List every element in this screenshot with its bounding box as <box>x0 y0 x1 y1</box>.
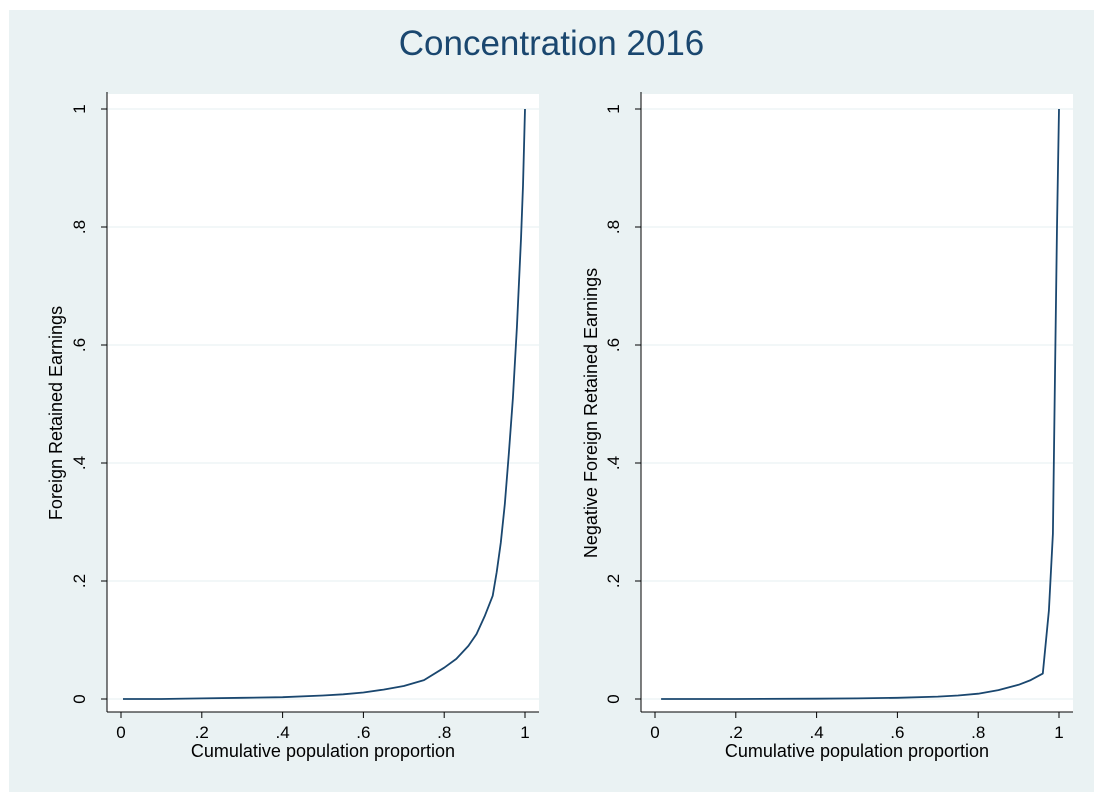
left-x-tick-label-0: 0 <box>116 723 125 742</box>
left-y-tick-label-4: .8 <box>70 220 89 234</box>
right-y-axis-title: Negative Foreign Retained Earnings <box>581 268 601 558</box>
left-x-tick-label-2: .4 <box>276 723 290 742</box>
right-y-tick-label-3: .6 <box>604 338 623 352</box>
right-x-tick-label-2: .4 <box>810 723 824 742</box>
right-panel: 0 .2 .4 .6 .8 1 0 .2 .4 .6 .8 1 Cumulative populatio… <box>581 92 1073 761</box>
right-x-tick-label-0: 0 <box>650 723 659 742</box>
right-x-tick-label-4: .8 <box>971 723 985 742</box>
right-y-tick-label-4: .8 <box>604 220 623 234</box>
chart-title: Concentration 2016 <box>398 24 705 63</box>
right-y-tick-label-5: 1 <box>604 104 623 113</box>
figure: Concentration 2016 0 .2 .4 .6 .8 1 0 .2 .4 .6 .8 1 C… <box>9 10 1094 792</box>
left-x-tick-label-3: .6 <box>356 723 370 742</box>
left-x-tick-label-4: .8 <box>437 723 451 742</box>
left-x-axis-title: Cumulative population proportion <box>191 741 455 761</box>
left-y-tick-label-1: .2 <box>70 574 89 588</box>
right-series-line <box>661 108 1060 700</box>
right-x-tick-label-1: .2 <box>729 723 743 742</box>
right-x-tick-label-5: 1 <box>1054 723 1063 742</box>
left-x-tick-label-5: 1 <box>520 723 529 742</box>
right-y-tick-label-0: 0 <box>604 694 623 703</box>
left-x-tick-label-1: .2 <box>195 723 209 742</box>
right-y-tick-label-2: .4 <box>604 456 623 470</box>
left-y-tick-label-5: 1 <box>70 104 89 113</box>
left-y-tick-label-3: .6 <box>70 338 89 352</box>
left-y-tick-label-2: .4 <box>70 456 89 470</box>
left-y-axis-title: Foreign Retained Earnings <box>46 306 66 520</box>
right-x-axis-title: Cumulative population proportion <box>725 741 989 761</box>
left-plot-area <box>107 94 539 712</box>
right-plot-area <box>641 94 1073 712</box>
left-panel: 0 .2 .4 .6 .8 1 0 .2 .4 .6 .8 1 Cumulative populatio… <box>46 92 539 761</box>
left-y-tick-label-0: 0 <box>70 694 89 703</box>
right-x-tick-label-3: .6 <box>890 723 904 742</box>
left-series-line <box>123 108 526 700</box>
right-y-tick-label-1: .2 <box>604 574 623 588</box>
